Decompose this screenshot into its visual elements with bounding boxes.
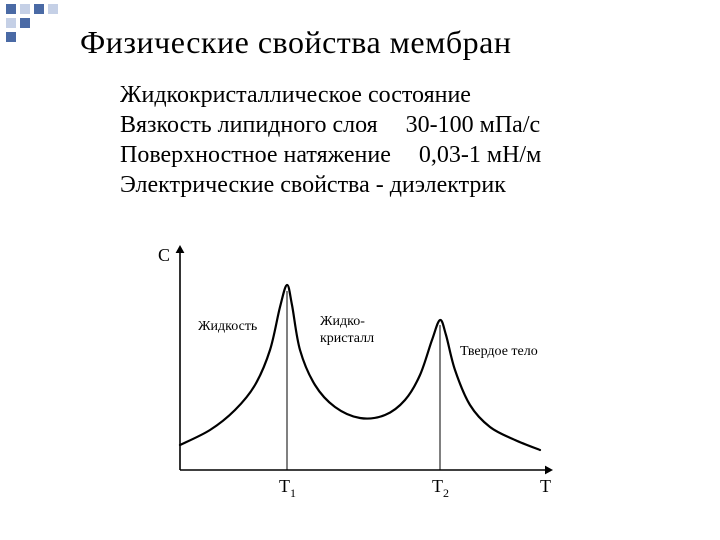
label: Поверхностное натяжение [120,142,391,168]
line-electrical: Электрические свойства - диэлектрик [120,170,541,200]
line-surface-tension: Поверхностное натяжение 0,03-1 мН/м [120,140,541,170]
text: Электрические свойства - диэлектрик [120,172,506,198]
deco-square [6,32,16,42]
svg-text:T2: T2 [432,476,449,500]
svg-text:T: T [540,476,551,496]
slide-body: Жидкокристаллическое состояние Вязкость … [120,80,541,200]
svg-text:Жидко-: Жидко- [320,314,365,329]
svg-text:T1: T1 [279,476,296,500]
heat-capacity-chart: C T T1 T2 Жидкость Жидко-кристалл Твердое тело [140,235,580,505]
deco-square [34,4,44,14]
value: 30-100 мПа/с [406,112,540,138]
deco-square [20,4,30,14]
deco-square [6,4,16,14]
svg-text:кристалл: кристалл [320,331,374,346]
deco-square [20,18,30,28]
text: Жидкокристаллическое состояние [120,82,471,108]
line-viscosity: Вязкость липидного слоя 30-100 мПа/с [120,110,541,140]
slide: Физические свойства мембран Жидкокристал… [0,0,720,540]
slide-title: Физические свойства мембран [80,24,511,61]
value: 0,03-1 мН/м [419,142,541,168]
svg-text:Твердое тело: Твердое тело [460,344,538,359]
label: Вязкость липидного слоя [120,112,378,138]
deco-square [48,4,58,14]
svg-text:C: C [158,245,170,265]
svg-text:Жидкость: Жидкость [198,319,257,334]
deco-square [6,18,16,28]
line-liquid-crystal-state: Жидкокристаллическое состояние [120,80,541,110]
